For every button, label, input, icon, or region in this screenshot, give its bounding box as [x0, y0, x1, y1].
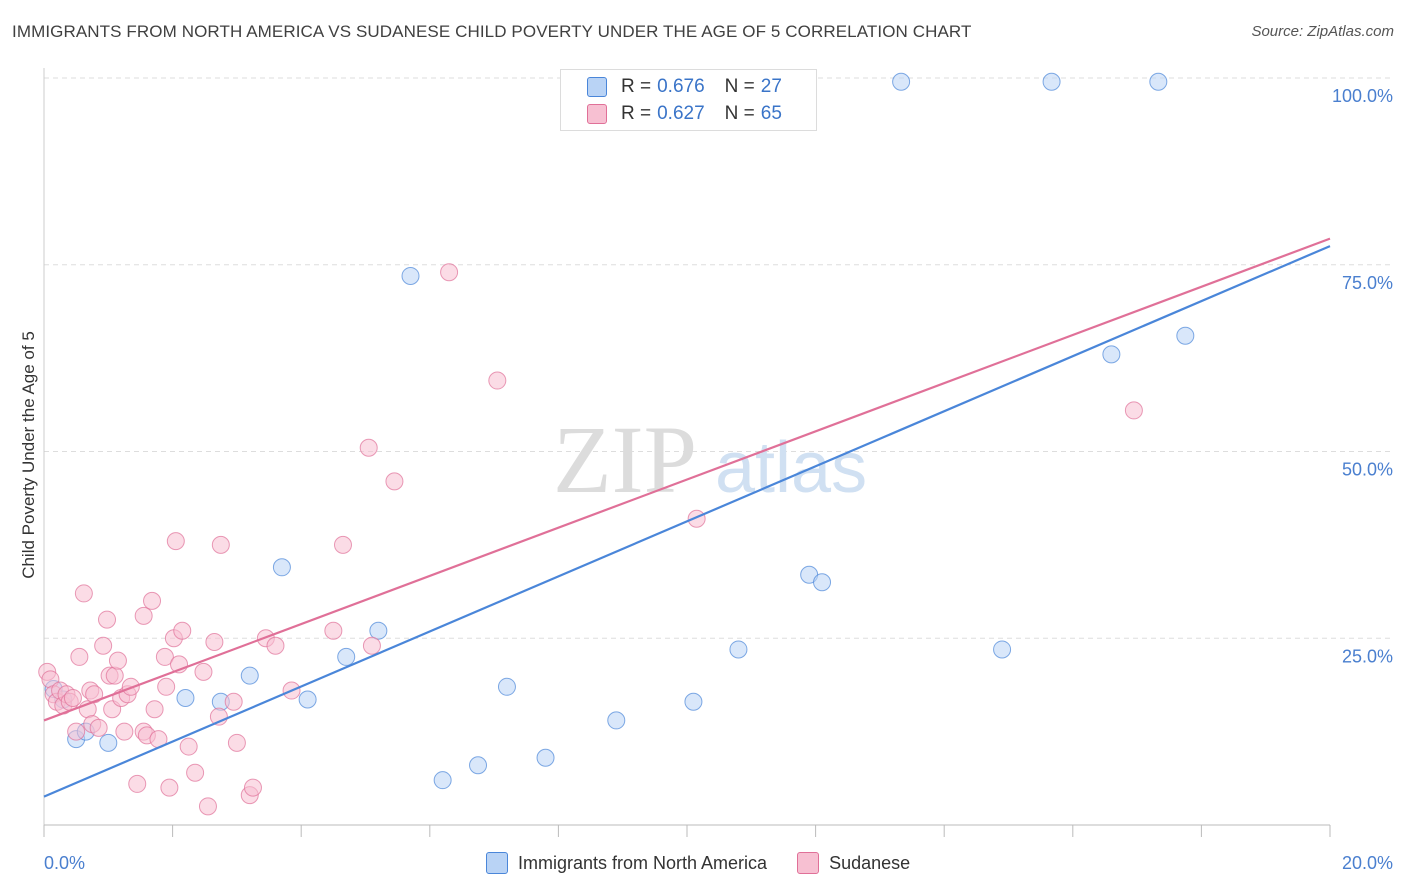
trend-line-sudanese: [43, 237, 1331, 722]
data-point: [298, 690, 317, 709]
data-point: [362, 636, 381, 655]
data-point: [892, 72, 911, 91]
data-point: [63, 689, 82, 708]
legend-row-sudanese: R = 0.627 N = 65: [587, 102, 782, 126]
data-point: [1124, 401, 1143, 420]
data-point: [497, 677, 516, 696]
x-tick-label-min: 0.0%: [44, 853, 85, 873]
data-point: [186, 763, 205, 782]
data-point: [243, 778, 262, 797]
data-point: [105, 666, 124, 685]
grid-lines: [44, 77, 1392, 639]
data-point: [227, 733, 246, 752]
y-tick-label: 100.0%: [1332, 86, 1393, 106]
y-tick-label: 75.0%: [1342, 273, 1393, 293]
legend-item-north-america[interactable]: Immigrants from North America: [486, 852, 767, 874]
trend-line-north-america: [43, 245, 1331, 798]
legend-swatch-sudanese: [797, 852, 820, 874]
y-tick-label: 50.0%: [1342, 460, 1393, 480]
legend-n-value: 27: [760, 76, 782, 97]
legend-n-value: 65: [760, 103, 782, 124]
data-point: [145, 700, 164, 719]
data-point: [70, 647, 89, 666]
data-point: [333, 535, 352, 554]
data-point: [198, 797, 217, 816]
data-point: [729, 640, 748, 659]
data-point: [266, 636, 285, 655]
data-point: [993, 640, 1012, 659]
legend-swatch-north-america: [587, 77, 607, 97]
data-point: [433, 771, 452, 790]
data-point: [173, 621, 192, 640]
y-axis-label: Child Poverty Under the Age of 5: [19, 331, 38, 579]
legend-item-sudanese[interactable]: Sudanese: [797, 852, 910, 874]
data-point: [1176, 326, 1195, 345]
data-point: [134, 606, 153, 625]
data-point: [128, 774, 147, 793]
data-point: [469, 756, 488, 775]
legend-swatch-sudanese: [587, 104, 607, 124]
data-point: [166, 532, 185, 551]
data-point: [143, 591, 162, 610]
data-point: [99, 733, 118, 752]
correlation-legend: R = 0.676 N = 27 R = 0.627 N = 65: [560, 69, 817, 131]
y-tick-label: 25.0%: [1342, 646, 1393, 666]
data-point: [74, 584, 93, 603]
data-point: [401, 266, 420, 285]
legend-row-north-america: R = 0.676 N = 27: [587, 75, 782, 99]
data-point: [98, 610, 117, 629]
chart-title: IMMIGRANTS FROM NORTH AMERICA VS SUDANES…: [12, 22, 972, 41]
watermark-zip: ZIP: [553, 406, 697, 513]
data-point: [440, 263, 459, 282]
data-point: [536, 748, 555, 767]
data-point: [67, 722, 86, 741]
watermark: ZIP atlas: [553, 406, 867, 513]
data-point: [385, 472, 404, 491]
data-point: [224, 692, 243, 711]
tick-labels: 25.0% 50.0% 75.0% 100.0% 0.0% 20.0%: [44, 86, 1393, 873]
legend-n-label: N =: [724, 76, 755, 97]
legend-r-label: R =: [621, 76, 652, 97]
data-point: [94, 636, 113, 655]
data-point: [1042, 72, 1061, 91]
data-point: [155, 647, 174, 666]
series-legend: Immigrants from North America Sudanese: [486, 852, 940, 874]
legend-r-value: 0.676: [657, 76, 705, 97]
data-point: [157, 677, 176, 696]
data-point: [115, 722, 134, 741]
data-point: [684, 692, 703, 711]
x-tick-label-max: 20.0%: [1342, 853, 1393, 873]
legend-swatch-north-america: [486, 852, 508, 874]
data-point: [194, 662, 213, 681]
data-point: [240, 666, 259, 685]
data-point: [1102, 345, 1121, 364]
source-label: Source: ZipAtlas.com: [1251, 23, 1394, 40]
legend-r-label: R =: [621, 103, 652, 124]
data-point: [176, 689, 195, 708]
data-point: [179, 737, 198, 756]
data-point: [108, 651, 127, 670]
series-layer: [38, 72, 1331, 816]
axes: [43, 68, 1331, 837]
data-point: [607, 711, 626, 730]
data-point: [369, 621, 388, 640]
data-point: [324, 621, 343, 640]
data-point: [813, 573, 832, 592]
data-point: [205, 632, 224, 651]
data-point: [359, 438, 378, 457]
legend-r-value: 0.627: [657, 103, 705, 124]
data-point: [272, 558, 291, 577]
data-point: [488, 371, 507, 390]
data-point: [1149, 72, 1168, 91]
data-point: [337, 647, 356, 666]
legend-label-north-america: Immigrants from North America: [518, 852, 768, 873]
series-sudanese: [38, 263, 1143, 816]
legend-n-label: N =: [724, 103, 755, 124]
data-point: [89, 718, 108, 737]
data-point: [160, 778, 179, 797]
legend-label-sudanese: Sudanese: [829, 852, 911, 873]
data-point: [211, 535, 230, 554]
